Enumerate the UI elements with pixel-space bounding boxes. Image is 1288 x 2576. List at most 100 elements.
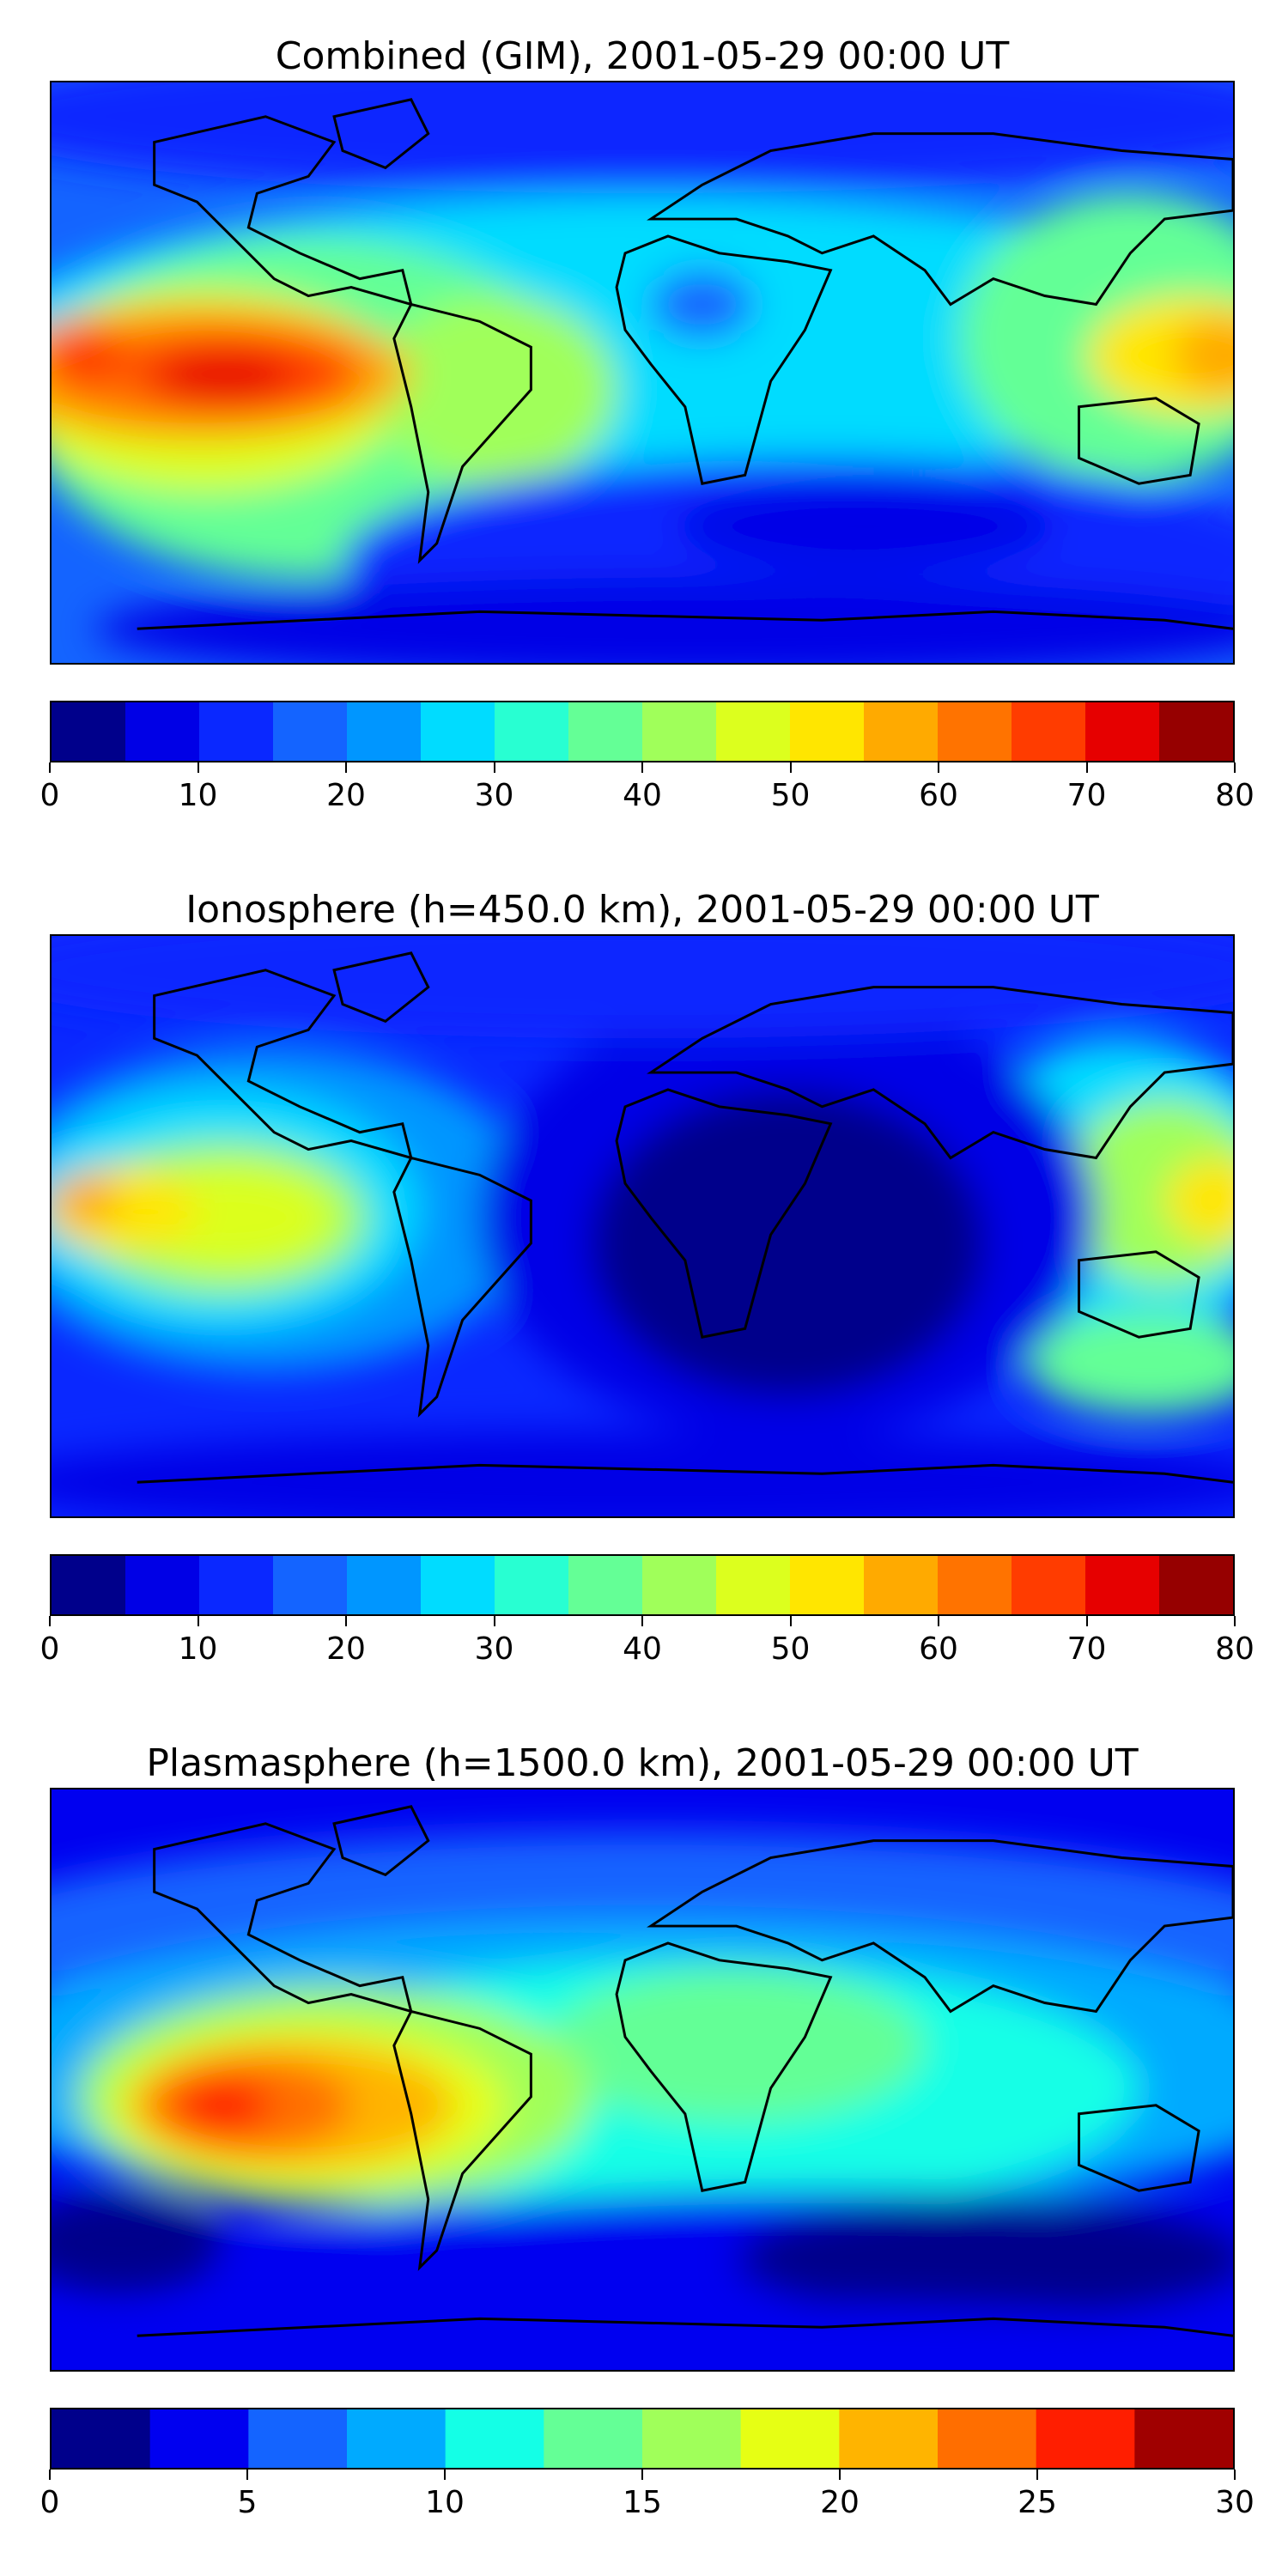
colorbar-tick-label: 30 <box>1215 2485 1255 2520</box>
colorbar-tick-label: 70 <box>1066 778 1107 813</box>
colorbar-tick-label: 10 <box>178 778 218 813</box>
colorbar-tick <box>1036 2470 1038 2480</box>
colorbar-tick-label: 15 <box>623 2485 662 2520</box>
colorbar-segment <box>1159 1556 1233 1614</box>
colorbar-tick <box>49 762 51 773</box>
colorbar-tick-label: 70 <box>1066 1631 1107 1667</box>
colorbar-segment <box>864 1556 939 1614</box>
colorbar-segment <box>273 702 348 761</box>
colorbar-tick <box>641 1616 643 1626</box>
colorbar-segment <box>125 702 200 761</box>
colorbar-segment <box>1085 1556 1160 1614</box>
colorbar <box>50 2408 1235 2470</box>
colorbar-segment <box>495 1556 569 1614</box>
colorbar-segment <box>347 1556 422 1614</box>
colorbar-segment <box>248 2409 348 2468</box>
colorbar-segment <box>790 702 865 761</box>
colorbar-segment <box>1012 702 1086 761</box>
colorbar-tick-label: 60 <box>919 1631 958 1667</box>
colorbar-segment <box>52 2409 151 2468</box>
colorbar-tick <box>493 762 495 773</box>
colorbar-segment <box>347 702 422 761</box>
colorbar-tick-label: 0 <box>39 778 60 813</box>
colorbar-segment <box>642 1556 717 1614</box>
map-ionosphere <box>50 934 1235 1518</box>
colorbar-segment <box>125 1556 200 1614</box>
colorbar-segment <box>199 1556 274 1614</box>
colorbar-segment <box>495 702 569 761</box>
colorbar-tick <box>938 1616 939 1626</box>
colorbar-tick <box>789 762 792 773</box>
colorbar-tick <box>49 1616 51 1626</box>
panel-title: Plasmasphere (h=1500.0 km), 2001-05-29 0… <box>146 1741 1139 1785</box>
colorbar-tick <box>641 762 643 773</box>
colorbar-segment <box>1085 702 1160 761</box>
colorbar-tick <box>246 2470 248 2480</box>
colorbar-segment <box>642 702 717 761</box>
colorbar-tick <box>1234 2470 1236 2480</box>
colorbar-tick <box>345 1616 347 1626</box>
colorbar-ticks: 0 10 20 30 40 50 60 70 80 <box>40 762 1255 823</box>
colorbar-tick <box>1085 1616 1088 1626</box>
colorbar-tick <box>938 762 939 773</box>
colorbar-tick-label: 80 <box>1215 778 1255 813</box>
colorbar-tick-label: 0 <box>39 1631 60 1667</box>
colorbar-tick-label: 40 <box>623 1631 662 1667</box>
colorbar-segment <box>1134 2409 1233 2468</box>
colorbar-segment <box>938 2409 1037 2468</box>
colorbar-tick-label: 0 <box>39 2485 60 2520</box>
colorbar-segment <box>273 1556 348 1614</box>
colorbar-segment <box>716 702 791 761</box>
colorbar-tick <box>493 1616 495 1626</box>
colorbar-tick <box>197 762 199 773</box>
colorbar-segment <box>149 2409 249 2468</box>
colorbar-tick <box>789 1616 792 1626</box>
colorbar-segment <box>740 2409 840 2468</box>
colorbar-tick <box>49 2470 51 2480</box>
colorbar-segment <box>568 702 643 761</box>
colorbar-segment <box>544 2409 643 2468</box>
colorbar-segment <box>52 702 126 761</box>
colorbar-tick-label: 20 <box>326 778 366 813</box>
colorbar-segment <box>52 1556 126 1614</box>
colorbar <box>50 1554 1235 1616</box>
colorbar-tick-label: 10 <box>178 1631 218 1667</box>
colorbar-segment <box>1012 1556 1086 1614</box>
colorbar-tick <box>1234 762 1236 773</box>
colorbar-tick <box>839 2470 841 2480</box>
colorbar-tick-label: 20 <box>820 2485 860 2520</box>
colorbar-segment <box>421 1556 495 1614</box>
colorbar-segment <box>1159 702 1233 761</box>
colorbar-tick <box>641 2470 643 2480</box>
colorbar-tick <box>1085 762 1088 773</box>
colorbar-segment <box>347 2409 447 2468</box>
colorbar-segment <box>864 702 939 761</box>
colorbar <box>50 701 1235 762</box>
colorbar-tick-label: 50 <box>770 778 811 813</box>
colorbar-tick-label: 50 <box>770 1631 811 1667</box>
colorbar-ticks: 0 10 20 30 40 50 60 70 80 <box>40 1616 1255 1676</box>
colorbar-segment <box>568 1556 643 1614</box>
colorbar-tick-label: 60 <box>919 778 958 813</box>
colorbar-segment <box>790 1556 865 1614</box>
colorbar-segment <box>199 702 274 761</box>
panel-title: Ionosphere (h=450.0 km), 2001-05-29 00:0… <box>185 888 1099 932</box>
colorbar-segment <box>642 2409 742 2468</box>
colorbar-tick-label: 5 <box>237 2485 258 2520</box>
colorbar-tick-label: 20 <box>326 1631 366 1667</box>
colorbar-tick <box>345 762 347 773</box>
colorbar-segment <box>421 702 495 761</box>
colorbar-ticks: 0 5 10 15 20 25 30 <box>40 2470 1255 2530</box>
colorbar-segment <box>938 702 1012 761</box>
colorbar-tick <box>1234 1616 1236 1626</box>
map-combined <box>50 81 1235 665</box>
colorbar-tick-label: 10 <box>425 2485 465 2520</box>
colorbar-tick-label: 80 <box>1215 1631 1255 1667</box>
colorbar-tick-label: 25 <box>1018 2485 1057 2520</box>
colorbar-segment <box>1036 2409 1135 2468</box>
colorbar-segment <box>938 1556 1012 1614</box>
colorbar-tick <box>444 2470 446 2480</box>
colorbar-segment <box>445 2409 544 2468</box>
colorbar-tick-label: 30 <box>474 778 514 813</box>
colorbar-segment <box>839 2409 939 2468</box>
